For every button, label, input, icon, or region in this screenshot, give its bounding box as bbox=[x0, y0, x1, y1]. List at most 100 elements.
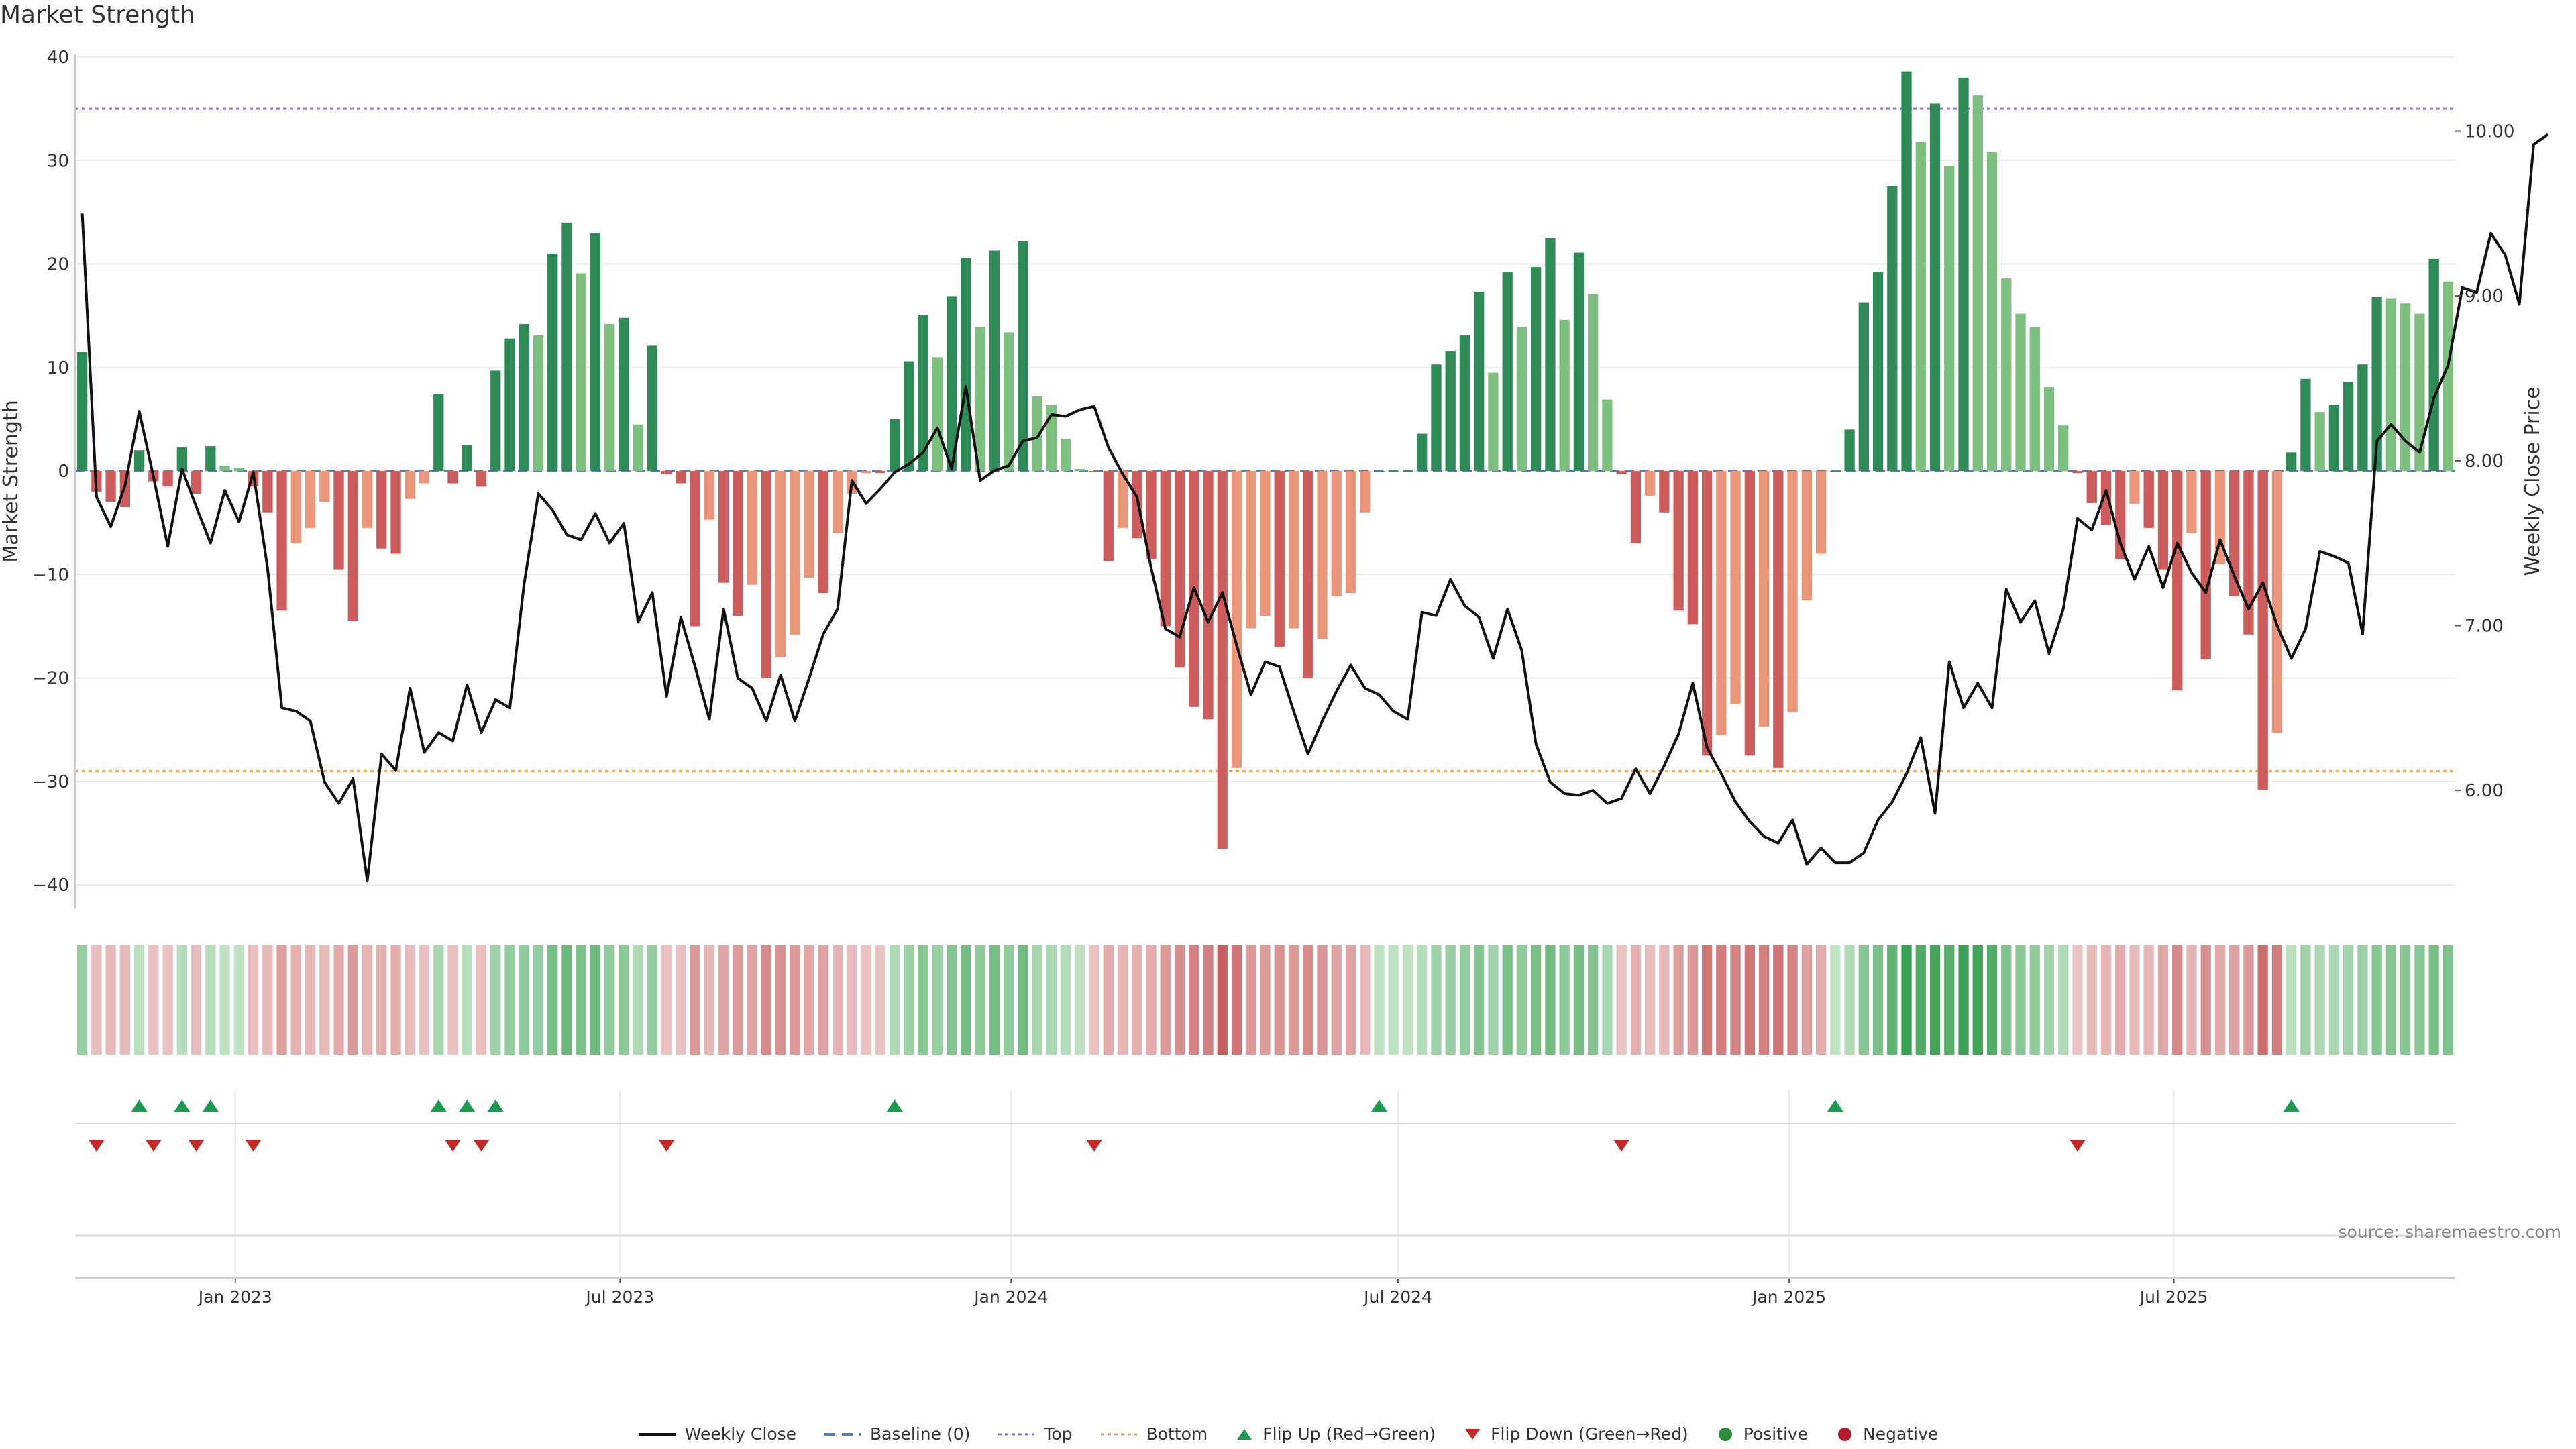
strength-bar bbox=[433, 394, 444, 472]
heat-cell bbox=[1587, 945, 1599, 1055]
heat-cell bbox=[2072, 945, 2083, 1055]
heat-cell bbox=[305, 945, 316, 1055]
strength-bar bbox=[219, 466, 230, 472]
dotted-line-icon bbox=[997, 1430, 1036, 1439]
strength-bar bbox=[1103, 471, 1114, 561]
y-axis-label: Market Strength bbox=[0, 400, 23, 562]
strength-bar bbox=[1531, 267, 1542, 472]
strength-bar bbox=[818, 471, 829, 594]
flip-up-marker bbox=[131, 1099, 148, 1112]
legend-item-flip_up: Flip Up (Red→Green) bbox=[1234, 1424, 1436, 1444]
legend-item-flip_down: Flip Down (Green→Red) bbox=[1462, 1424, 1688, 1444]
heat-cell bbox=[1929, 945, 1941, 1055]
heat-cell bbox=[1545, 945, 1556, 1055]
heat-cell bbox=[1317, 945, 1328, 1055]
flip-up-marker bbox=[487, 1099, 504, 1112]
x-tick-label: Jul 2025 bbox=[2139, 1287, 2208, 1307]
heat-cell bbox=[1146, 945, 1157, 1055]
strength-bar bbox=[1231, 471, 1242, 768]
x-tick-label: Jan 2023 bbox=[197, 1287, 272, 1307]
heat-cell bbox=[2143, 945, 2154, 1055]
chart-title: Market Strength bbox=[0, 1, 195, 29]
heat-cell bbox=[1103, 945, 1114, 1055]
strength-bar bbox=[1018, 241, 1028, 472]
legend-label: Negative bbox=[1863, 1424, 1939, 1444]
strength-bar bbox=[1559, 319, 1570, 472]
heat-cell bbox=[333, 945, 344, 1055]
strength-bar bbox=[1602, 399, 1613, 472]
strength-bar bbox=[1730, 471, 1741, 704]
strength-bar bbox=[1003, 332, 1014, 472]
heat-cell bbox=[1730, 945, 1741, 1055]
axes: 40 30 20 10 0 −10 −20 −30 −40 10.00 9.00 8.00 7.00 6.… bbox=[0, 48, 2544, 1307]
heat-cell bbox=[233, 945, 244, 1055]
y-tick-label: 30 bbox=[47, 151, 69, 171]
y-tick-label: 10 bbox=[47, 358, 69, 378]
heat-cell bbox=[676, 945, 686, 1055]
flip-up-marker bbox=[2283, 1099, 2300, 1112]
heat-cell bbox=[2115, 945, 2126, 1055]
strength-bar bbox=[2414, 313, 2425, 472]
heat-cell bbox=[861, 945, 871, 1055]
heat-cell bbox=[1801, 945, 1812, 1055]
heat-cell bbox=[604, 945, 615, 1055]
heat-cell bbox=[1830, 945, 1841, 1055]
strength-bar bbox=[319, 471, 330, 502]
strength-bar bbox=[932, 357, 943, 472]
strength-bar bbox=[1701, 471, 1713, 756]
reference-lines bbox=[75, 107, 2455, 772]
heat-cell bbox=[2243, 945, 2254, 1055]
heat-cell bbox=[747, 945, 757, 1055]
heat-cell bbox=[2357, 945, 2368, 1055]
heat-cell bbox=[347, 945, 358, 1055]
strength-bar bbox=[1046, 405, 1057, 472]
heat-cell bbox=[1858, 945, 1869, 1055]
heat-cell bbox=[1474, 945, 1485, 1055]
heat-cell bbox=[1502, 945, 1513, 1055]
legend-label: Baseline (0) bbox=[870, 1424, 971, 1444]
heat-cell bbox=[2385, 945, 2397, 1055]
strength-bar bbox=[2214, 471, 2226, 564]
flip-down-marker bbox=[658, 1140, 675, 1152]
strength-bar bbox=[832, 471, 843, 533]
strength-bar bbox=[718, 471, 729, 583]
heat-cell bbox=[1787, 945, 1798, 1055]
strength-bar bbox=[1858, 302, 1869, 472]
heat-cell bbox=[162, 945, 173, 1055]
flip-up-marker bbox=[1827, 1099, 1843, 1112]
heat-cell bbox=[1972, 945, 1983, 1055]
strength-bar bbox=[1203, 471, 1214, 720]
flip-up-marker bbox=[174, 1099, 191, 1112]
strength-bar bbox=[1445, 351, 1456, 472]
flip-markers bbox=[88, 1099, 2300, 1152]
y2-tick-label: 10.00 bbox=[2465, 122, 2514, 142]
strength-bar bbox=[490, 370, 501, 472]
strength-bar bbox=[1587, 294, 1599, 472]
heat-cell bbox=[1516, 945, 1527, 1055]
heat-cell bbox=[761, 945, 772, 1055]
strength-bar bbox=[2428, 258, 2439, 472]
legend-label: Top bbox=[1044, 1424, 1073, 1444]
heat-cell bbox=[918, 945, 928, 1055]
heat-cell bbox=[276, 945, 287, 1055]
strength-bar bbox=[2143, 471, 2154, 528]
strength-bar bbox=[975, 327, 985, 472]
heat-cell bbox=[1374, 945, 1385, 1055]
heat-cell bbox=[1260, 945, 1271, 1055]
heat-cell bbox=[2300, 945, 2311, 1055]
strength-bar bbox=[619, 317, 629, 472]
heat-cell bbox=[2214, 945, 2226, 1055]
strength-bar bbox=[1360, 471, 1371, 513]
flip-down-marker bbox=[445, 1140, 462, 1152]
strength-bar bbox=[1815, 471, 1827, 554]
heat-cell bbox=[1203, 945, 1214, 1055]
strength-bar bbox=[989, 250, 1000, 472]
strength-bar bbox=[2100, 471, 2112, 525]
heat-cell bbox=[519, 945, 529, 1055]
heat-cell bbox=[661, 945, 672, 1055]
heat-cell bbox=[405, 945, 415, 1055]
strength-bar bbox=[1801, 471, 1812, 600]
strength-bar bbox=[1288, 471, 1299, 629]
strength-bar bbox=[1929, 103, 1941, 472]
strength-bar bbox=[2385, 298, 2397, 472]
